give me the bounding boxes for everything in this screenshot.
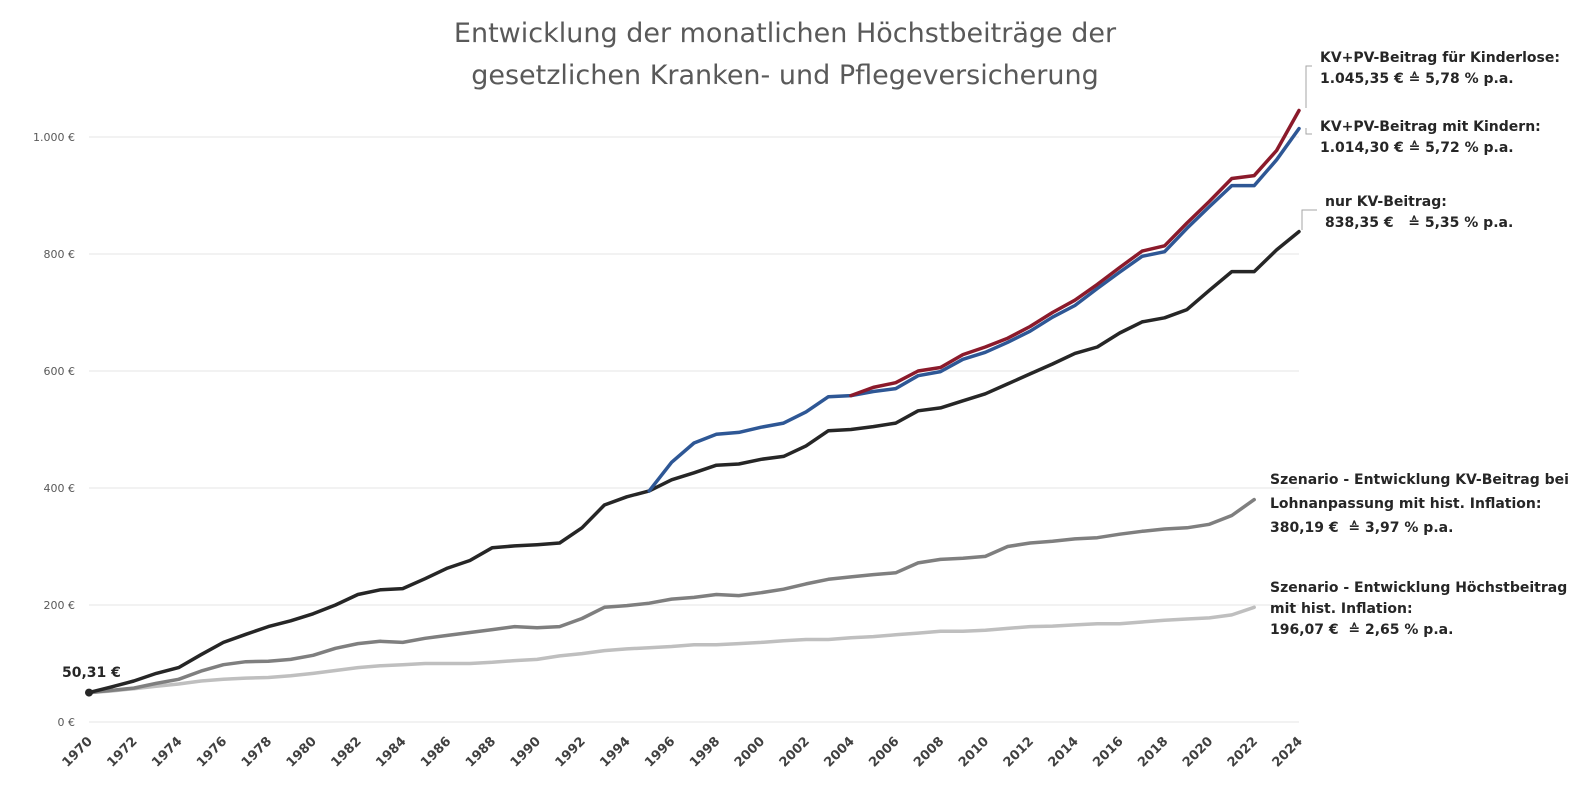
series-line-3 (87, 497, 1256, 695)
x-tick-label: 1972 (104, 734, 140, 770)
x-tick-label: 2006 (866, 734, 902, 770)
x-tick-label: 2016 (1090, 734, 1126, 770)
y-tick-label: 400 € (44, 482, 76, 495)
x-tick-label: 2008 (911, 734, 947, 770)
y-tick-label: 0 € (58, 716, 76, 729)
series-lines (85, 108, 1301, 697)
series-annotation-1-line-0: KV+PV-Beitrag mit Kindern: (1320, 119, 1541, 135)
chart-title-line-2: gesetzlichen Kranken- und Pflegeversiche… (471, 60, 1099, 91)
x-tick-label: 2020 (1180, 734, 1216, 770)
x-tick-label: 2012 (1001, 734, 1037, 770)
y-tick-label: 1.000 € (33, 131, 75, 144)
x-tick-label: 1990 (508, 734, 544, 770)
x-tick-label: 1976 (194, 734, 230, 770)
y-tick-label: 800 € (44, 248, 76, 261)
x-tick-label: 1984 (373, 734, 409, 770)
x-axis-ticks: 1970 1972 1974 1976 1978 1980 1982 1984 1986 1988… (60, 734, 1306, 770)
series-line-4 (87, 605, 1256, 695)
x-tick-label: 2002 (777, 734, 813, 770)
series-annotation-3-line-1: Lohnanpassung mit hist. Inflation: (1270, 496, 1541, 512)
x-tick-label: 1994 (597, 734, 633, 770)
series-line-2 (87, 229, 1301, 695)
x-tick-label: 1974 (149, 734, 185, 770)
x-tick-label: 1986 (418, 734, 454, 770)
x-tick-label: 1992 (553, 734, 589, 770)
start-value-label: 50,31 € (62, 665, 121, 681)
series-annotation-4-line-2: 196,07 € ≙ 2,65 % p.a. (1270, 622, 1453, 638)
x-tick-label: 1978 (239, 734, 275, 770)
gridlines (89, 136, 1299, 723)
series-annotation-2-line-1: 838,35 € ≙ 5,35 % p.a. (1325, 215, 1513, 231)
x-tick-label: 2024 (1270, 734, 1306, 770)
series-annotation-0-line-0: KV+PV-Beitrag für Kinderlose: (1320, 50, 1560, 66)
series-annotation-2-line-0: nur KV-Beitrag: (1325, 194, 1447, 210)
series-annotation-3-line-2: 380,19 € ≙ 3,97 % p.a. (1270, 520, 1453, 536)
x-tick-label: 2000 (732, 734, 768, 770)
series-annotation-3-line-0: Szenario - Entwicklung KV-Beitrag bei (1270, 472, 1569, 488)
x-tick-label: 1982 (329, 734, 365, 770)
x-tick-label: 2004 (821, 734, 857, 770)
series-annotation-4-line-0: Szenario - Entwicklung Höchstbeitrag (1270, 580, 1567, 596)
series-annotation-4-line-1: mit hist. Inflation: (1270, 601, 1413, 617)
series-annotation-1-line-1: 1.014,30 € ≙ 5,72 % p.a. (1320, 140, 1514, 156)
x-tick-label: 1998 (687, 734, 723, 770)
y-tick-label: 200 € (44, 599, 76, 612)
annotation-leader-2 (1301, 209, 1317, 230)
annotation-leader-1 (1305, 128, 1312, 135)
series-annotation-0-line-1: 1.045,35 € ≙ 5,78 % p.a. (1320, 71, 1514, 87)
x-tick-label: 2022 (1225, 734, 1261, 770)
chart-title-line-1: Entwicklung der monatlichen Höchstbeiträ… (454, 18, 1117, 49)
x-tick-label: 1988 (463, 734, 499, 770)
annotation-leader-0 (1305, 65, 1312, 108)
x-tick-label: 2018 (1135, 734, 1171, 770)
y-tick-label: 600 € (44, 365, 76, 378)
x-tick-label: 1970 (60, 734, 96, 770)
y-axis-ticks: 0 € 200 € 400 € 600 € 800 € 1.000 € (33, 131, 75, 729)
series-line-0 (849, 108, 1301, 398)
series-annotations: KV+PV-Beitrag für Kinderlose: 1.045,35 € … (1270, 50, 1569, 638)
start-point-marker (85, 688, 93, 697)
x-tick-label: 2014 (1046, 734, 1082, 770)
x-tick-label: 1980 (284, 734, 320, 770)
x-tick-label: 1996 (642, 734, 678, 770)
x-tick-label: 2010 (956, 734, 992, 770)
series-line-1 (647, 126, 1301, 493)
